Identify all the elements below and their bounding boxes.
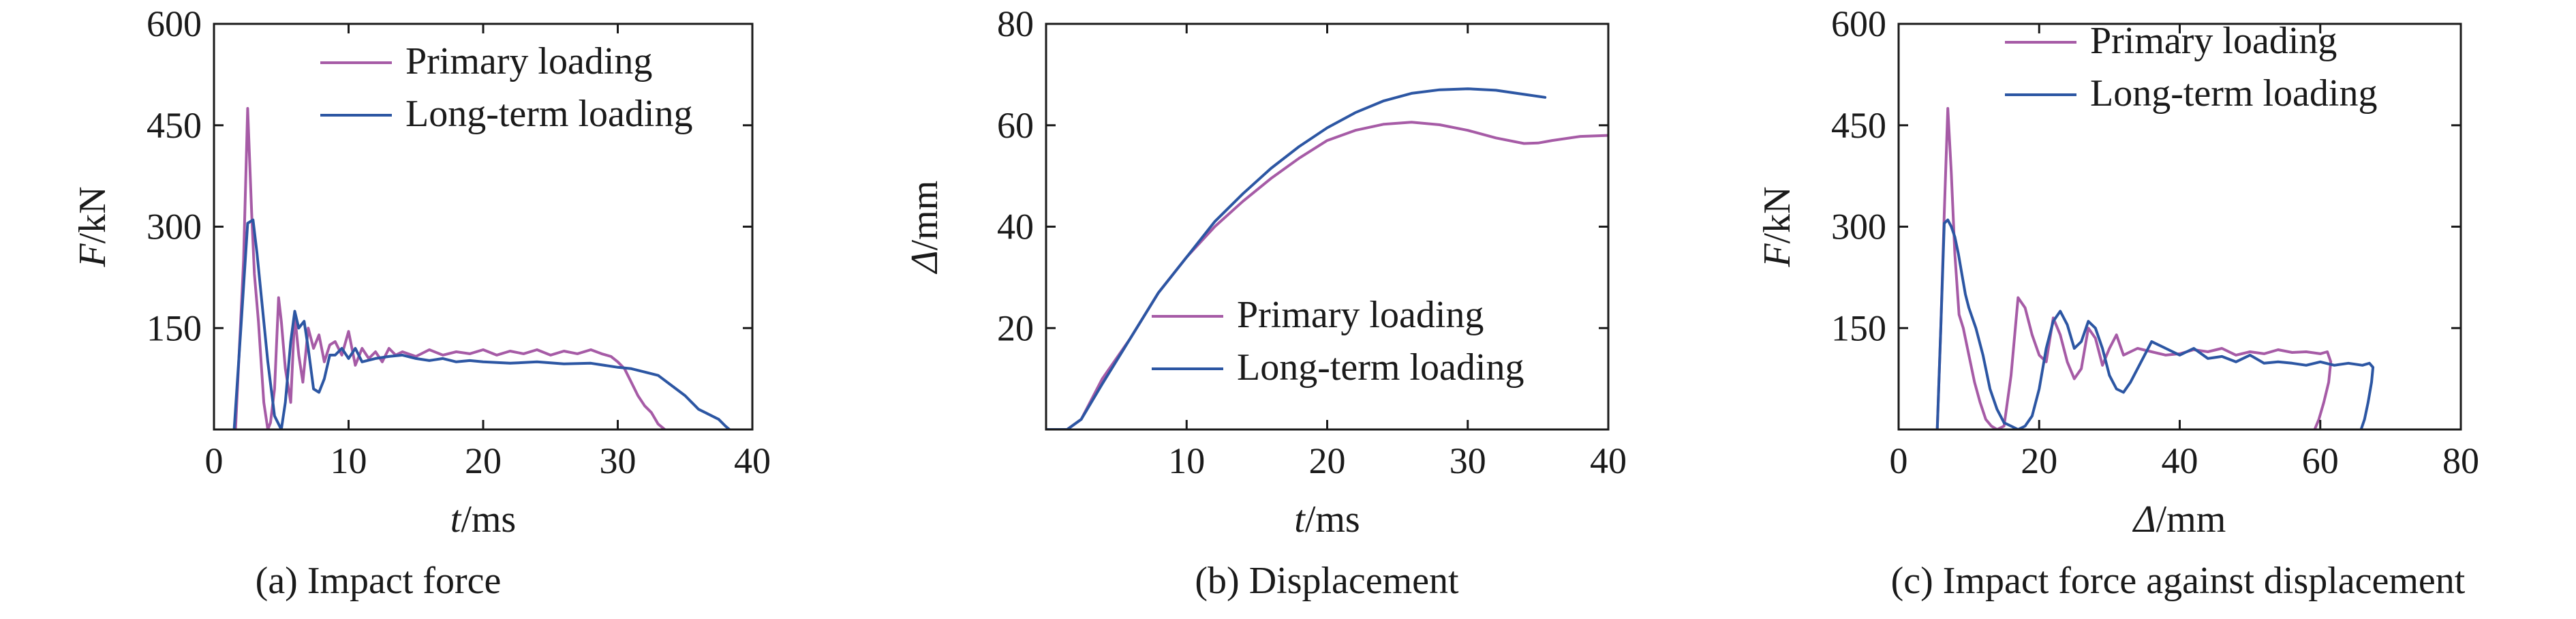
panel-a-impact-force: 0 10 20 30 40 150 300 450 600 t/ms F/kN Primary loa… <box>72 3 771 602</box>
y-axis-unit: /kN <box>72 186 114 243</box>
y-tick-label: 450 <box>1831 105 1886 146</box>
x-axis-unit: /mm <box>2156 498 2226 541</box>
y-axis-label: F/kN <box>72 186 114 267</box>
series-line-primary-loading <box>1935 107 2333 429</box>
x-tick-label: 40 <box>1590 440 1627 481</box>
x-axis-symbol: t <box>1294 498 1306 541</box>
y-axis-symbol: F <box>72 243 114 268</box>
series-line-long-term-loading <box>1935 218 2375 429</box>
series-line-primary-loading <box>234 107 666 429</box>
x-tick-label: 10 <box>1168 440 1205 481</box>
x-axis-symbol: Δ <box>2132 498 2156 541</box>
x-axis-label: t/ms <box>450 498 516 541</box>
series-line-long-term-loading <box>1046 87 1547 429</box>
y-tick-label: 150 <box>1831 307 1886 348</box>
legend-label: Long-term loading <box>405 93 692 135</box>
x-tick-label: 40 <box>734 440 771 481</box>
x-axis-unit: /ms <box>461 498 516 541</box>
y-axis-unit: /mm <box>904 181 946 251</box>
x-tick-label: 20 <box>2021 440 2057 481</box>
x-tick-label: 20 <box>1309 440 1346 481</box>
plot-frame <box>213 22 754 431</box>
y-tick-label: 600 <box>147 3 202 44</box>
y-tick-label: 20 <box>997 307 1034 348</box>
panel-c-force-vs-displacement: 0 20 40 60 80 150 300 450 600 Δ/mm F/kN Primary loa… <box>1756 3 2479 602</box>
y-axis-symbol: Δ <box>904 250 946 274</box>
y-tick-label: 80 <box>997 3 1034 44</box>
x-tick-label: 60 <box>2302 440 2339 481</box>
x-tick-label: 30 <box>600 440 637 481</box>
y-axis-label: F/kN <box>1756 186 1798 267</box>
x-axis-unit: /ms <box>1305 498 1360 541</box>
x-tick-label: 10 <box>331 440 367 481</box>
x-axis-symbol: t <box>450 498 462 541</box>
y-tick-label: 300 <box>1831 207 1886 247</box>
y-tick-label: 60 <box>997 105 1034 146</box>
legend-label: Primary loading <box>1237 294 1484 336</box>
y-axis-symbol: F <box>1756 243 1798 268</box>
panel-caption: (b) Displacement <box>1195 560 1459 602</box>
y-tick-label: 150 <box>147 307 202 348</box>
y-axis-label: Δ/mm <box>904 181 946 275</box>
y-tick-label: 600 <box>1831 3 1886 44</box>
x-tick-label: 30 <box>1450 440 1486 481</box>
y-tick-label: 300 <box>147 207 202 247</box>
y-tick-label: 40 <box>997 207 1034 247</box>
legend-label: Primary loading <box>405 40 652 82</box>
legend-label: Long-term loading <box>1237 346 1524 389</box>
series-line-long-term-loading <box>232 218 731 429</box>
legend-label: Long-term loading <box>2090 72 2377 115</box>
legend: Primary loading Long-term loading <box>2005 20 2377 115</box>
panel-caption: (a) Impact force <box>256 560 502 602</box>
y-tick-label: 450 <box>147 105 202 146</box>
legend-label: Primary loading <box>2090 20 2337 62</box>
x-tick-label: 0 <box>1890 440 1908 481</box>
panel-caption: (c) Impact force against displacement <box>1891 560 2466 602</box>
x-tick-label: 40 <box>2162 440 2198 481</box>
legend: Primary loading Long-term loading <box>1152 294 1524 389</box>
legend: Primary loading Long-term loading <box>320 40 692 135</box>
panel-b-displacement: 10 20 30 40 20 40 60 80 t/ms Δ/mm Primary loading L… <box>904 3 1627 602</box>
x-tick-label: 0 <box>205 440 224 481</box>
x-axis-label: Δ/mm <box>2132 498 2226 541</box>
x-tick-label: 80 <box>2442 440 2479 481</box>
x-axis-label: t/ms <box>1294 498 1360 541</box>
y-axis-unit: /kN <box>1756 186 1798 243</box>
x-tick-label: 20 <box>465 440 502 481</box>
